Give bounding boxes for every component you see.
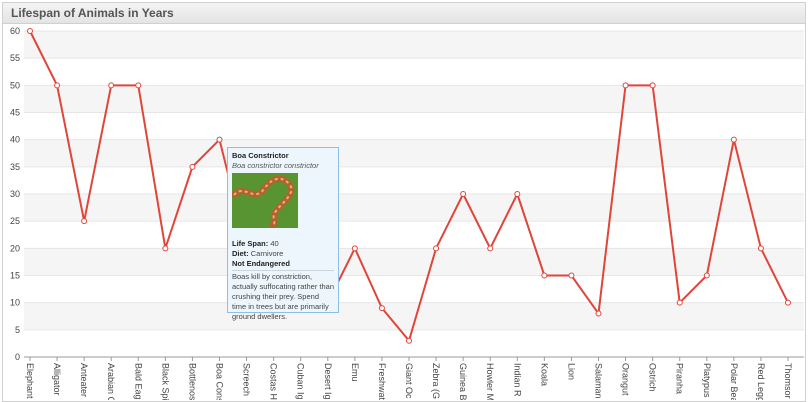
diet-value: Carnivore [250, 249, 284, 258]
x-tick-label: Guinea B [458, 363, 468, 400]
x-tick-label: Giant Oc [404, 363, 414, 399]
x-tick-label: Cuban Ig [296, 363, 306, 400]
y-tick-label: 5 [15, 325, 20, 335]
data-point [351, 245, 358, 252]
data-point [54, 82, 61, 89]
tooltip: Boa Constrictor Boa constrictor constric… [227, 147, 339, 321]
data-point [649, 82, 656, 89]
data-point [81, 218, 88, 225]
x-tick-label: Bald Eag [133, 363, 143, 400]
y-tick-label: 35 [10, 162, 20, 172]
y-tick-label: 10 [10, 298, 20, 308]
lifespan-label: Life Span: [232, 239, 269, 248]
grid-band [24, 139, 804, 167]
data-point [378, 305, 385, 312]
x-tick-label: Lion [566, 363, 576, 380]
data-point [162, 245, 169, 252]
grid-band [24, 248, 804, 276]
x-tick-label: Polar Bea [729, 363, 739, 400]
data-point [785, 299, 791, 306]
y-tick-label: 40 [10, 135, 20, 145]
data-point [676, 299, 683, 306]
data-point [730, 136, 737, 143]
x-tick-label: Salaman [594, 363, 604, 399]
y-tick-label: 20 [10, 243, 20, 253]
data-point [703, 272, 710, 279]
data-point [460, 191, 467, 197]
tooltip-name: Boa Constrictor [232, 151, 289, 160]
data-point [622, 82, 629, 89]
x-tick-label: Emu [350, 363, 360, 382]
x-tick-label: Boa Cons [215, 363, 225, 400]
x-tick-label: Platypus [702, 363, 712, 398]
data-point [108, 82, 115, 89]
grid-band [24, 85, 804, 113]
x-tick-label: Costas H [269, 363, 279, 400]
x-tick-label: Arabian C [106, 363, 116, 400]
diet-label: Diet: [232, 249, 249, 258]
y-tick-label: 15 [10, 271, 20, 281]
data-point [27, 28, 33, 34]
y-tick-label: 0 [15, 352, 20, 362]
x-tick-label: Black Spi [160, 363, 170, 400]
data-point [487, 245, 494, 252]
data-point [514, 191, 521, 197]
y-tick-label: 30 [10, 189, 20, 199]
chart-title: Lifespan of Animals in Years [3, 3, 805, 24]
x-tick-label: Elephant [25, 363, 35, 399]
data-point [595, 310, 602, 317]
y-tick-label: 55 [10, 53, 20, 63]
y-tick-label: 60 [10, 26, 20, 36]
x-tick-label: Koala [539, 363, 549, 386]
data-point [541, 272, 548, 279]
data-point [406, 337, 412, 344]
conservation-status: Not Endangered [232, 259, 290, 268]
x-tick-label: Indian R [512, 363, 522, 397]
x-tick-label: Thomsor [783, 363, 793, 399]
y-tick-label: 50 [10, 80, 20, 90]
series-line [29, 30, 789, 343]
x-tick-label: Bottlenos [187, 363, 197, 400]
x-tick-label: Orangut [621, 363, 631, 396]
lifespan-value: 40 [270, 239, 279, 248]
x-tick-label: Ostrich [648, 363, 658, 392]
grid-band [24, 31, 804, 59]
grid-band [24, 194, 804, 222]
x-tick-label: Howler M [485, 363, 495, 400]
tooltip-description: Boas kill by constriction, actually suff… [232, 270, 335, 321]
data-point [135, 82, 142, 89]
y-tick-label: 45 [10, 108, 20, 118]
x-tick-label: Freshwat [377, 363, 387, 400]
data-point [189, 163, 196, 170]
y-tick-label: 25 [10, 216, 20, 226]
x-tick-label: Alligator [52, 363, 62, 396]
x-tick-label: Red Legg [756, 363, 766, 400]
x-tick-label: Screech [242, 363, 252, 396]
data-point [433, 245, 440, 252]
x-tick-label: Zebra (G [431, 363, 441, 399]
x-tick-label: Anteater [79, 363, 89, 397]
tooltip-scientific-name: Boa constrictor constrictor [232, 161, 319, 170]
x-tick-label: Piranha [675, 363, 685, 394]
data-point [757, 245, 764, 252]
data-point [568, 272, 575, 279]
data-point [216, 136, 223, 143]
animal-photo [231, 173, 298, 228]
x-tick-label: Desert Ig [323, 363, 333, 400]
